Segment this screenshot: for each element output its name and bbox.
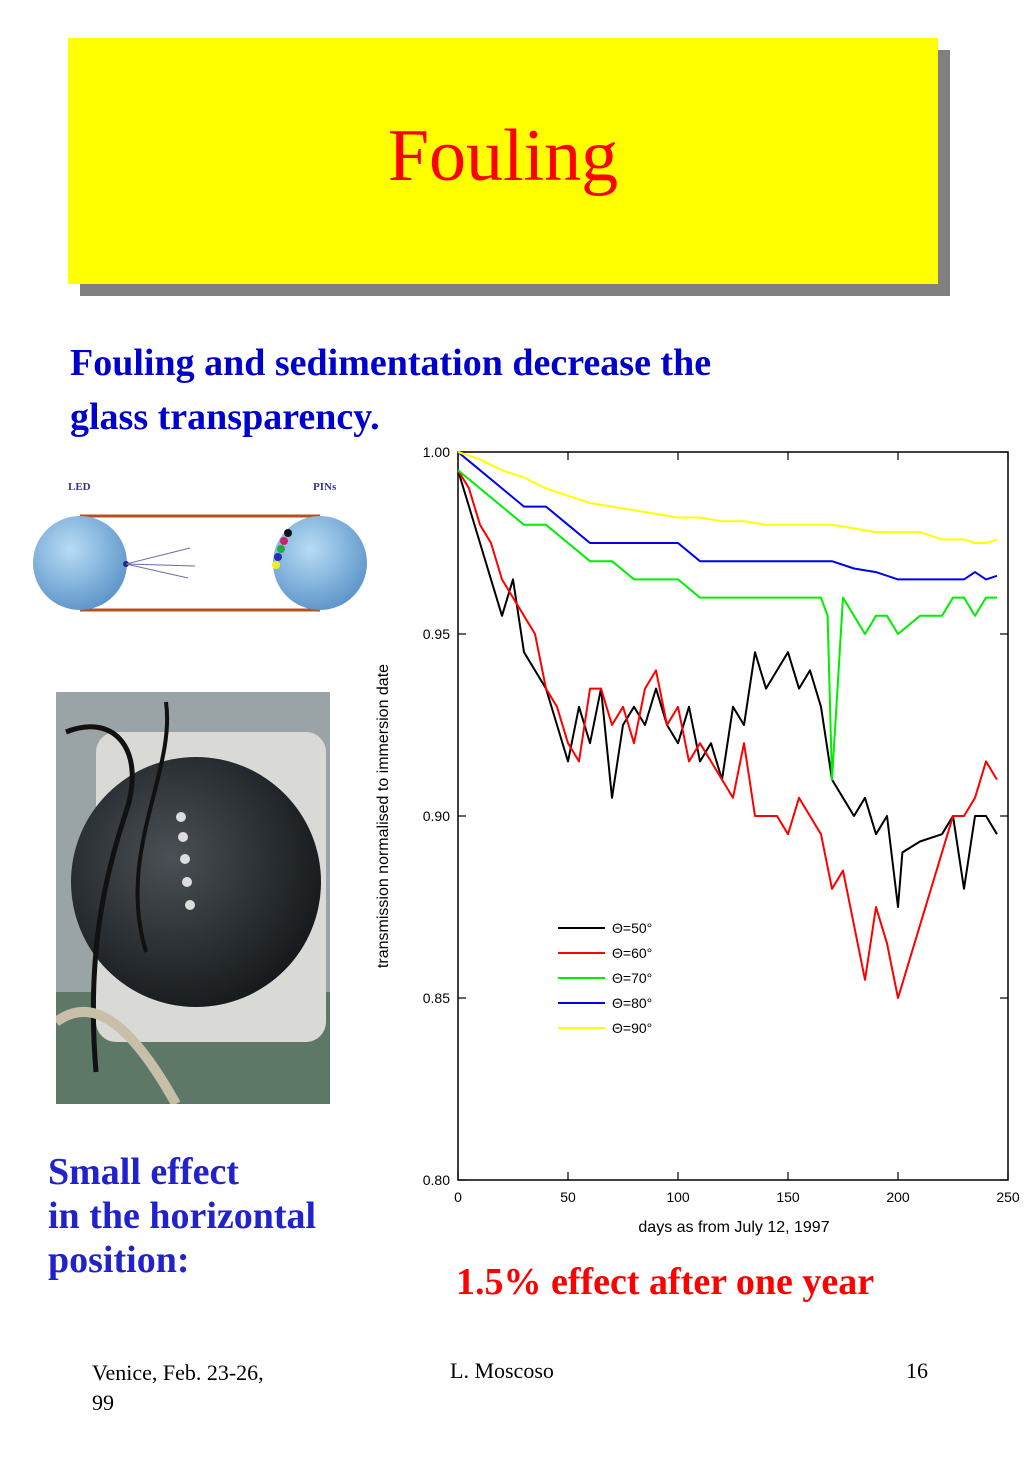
- subtitle-line-1: Fouling and sedimentation decrease the: [70, 342, 712, 384]
- led-pin-diagram: LED PINs: [33, 481, 367, 612]
- sensor-dot: [180, 854, 190, 864]
- series-line-2: [457, 469, 998, 999]
- sensor-dot: [178, 832, 188, 842]
- footer-location-date: Venice, Feb. 23-26, 99: [92, 1360, 264, 1415]
- pin-dot-5: [272, 561, 280, 569]
- series-line-5: [457, 451, 998, 544]
- y-ticks: 0.80 0.85 0.90 0.95 1.00: [423, 444, 1008, 1188]
- x-tick-label: 50: [560, 1189, 576, 1205]
- y-tick-label: 0.80: [423, 1172, 450, 1188]
- light-ray-3: [125, 563, 189, 579]
- optical-module-photo: [56, 692, 330, 1104]
- sensor-dot: [182, 877, 192, 887]
- series-line-1: [457, 469, 998, 908]
- subtitle: Fouling and sedimentation decrease the g…: [70, 336, 890, 444]
- series-line-3: [457, 469, 997, 781]
- legend-label: Θ=70°: [612, 970, 652, 986]
- x-tick-label: 100: [666, 1189, 690, 1205]
- small-effect-line: position:: [48, 1239, 190, 1281]
- rope: [56, 1006, 181, 1104]
- x-axis-label: days as from July 12, 1997: [638, 1219, 829, 1236]
- led-label: LED: [68, 481, 91, 493]
- pin-dot-2: [280, 537, 288, 545]
- pin-dot-4: [274, 553, 282, 561]
- pins-sphere: [273, 516, 367, 610]
- cable: [135, 701, 170, 953]
- y-tick-label: 0.95: [423, 626, 450, 642]
- y-axis-label: transmission normalised to immersion dat…: [375, 664, 392, 968]
- cable: [65, 724, 135, 1073]
- led-sphere: [33, 516, 127, 610]
- x-tick-label: 200: [886, 1189, 910, 1205]
- footer-author: L. Moscoso: [450, 1358, 554, 1383]
- y-tick-label: 0.85: [423, 990, 450, 1006]
- x-tick-label: 0: [454, 1189, 462, 1205]
- y-tick-label: 0.90: [423, 808, 450, 824]
- pin-dot-3: [277, 545, 285, 553]
- small-effect-line: Small effect: [48, 1151, 239, 1193]
- effect-after-year: 1.5% effect after one year: [456, 1261, 875, 1303]
- legend-label: Θ=90°: [612, 1020, 652, 1036]
- small-effect-line: in the horizontal: [48, 1195, 317, 1237]
- series-lines: [457, 451, 998, 999]
- title-box: Fouling: [68, 38, 938, 284]
- transmission-chart: 0.80 0.85 0.90 0.95 1.00 0 50 100 150 200 250 Θ=5…: [375, 444, 1020, 1236]
- legend-label: Θ=60°: [612, 945, 652, 961]
- page-number: 16: [906, 1358, 928, 1383]
- sensor-dot: [176, 812, 186, 822]
- subtitle-line-2: glass transparency.: [70, 396, 380, 438]
- glass-sphere: [71, 757, 321, 1007]
- y-tick-label: 1.00: [423, 444, 450, 460]
- x-ticks: 0 50 100 150 200 250: [454, 452, 1020, 1205]
- light-ray-1: [125, 547, 191, 565]
- legend-label: Θ=50°: [612, 920, 652, 936]
- small-effect-text: Small effect in the horizontal position:: [48, 1150, 378, 1282]
- legend: Θ=50° Θ=60° Θ=70° Θ=80° Θ=90°: [558, 920, 652, 1036]
- slide-title: Fouling: [387, 114, 619, 197]
- series-line-4: [457, 451, 998, 581]
- x-tick-label: 250: [996, 1189, 1020, 1205]
- light-ray-2: [125, 563, 196, 567]
- sensor-dot: [185, 900, 195, 910]
- pin-dot-1: [284, 529, 292, 537]
- x-tick-label: 150: [776, 1189, 800, 1205]
- pins-label: PINs: [313, 481, 337, 493]
- legend-label: Θ=80°: [612, 995, 652, 1011]
